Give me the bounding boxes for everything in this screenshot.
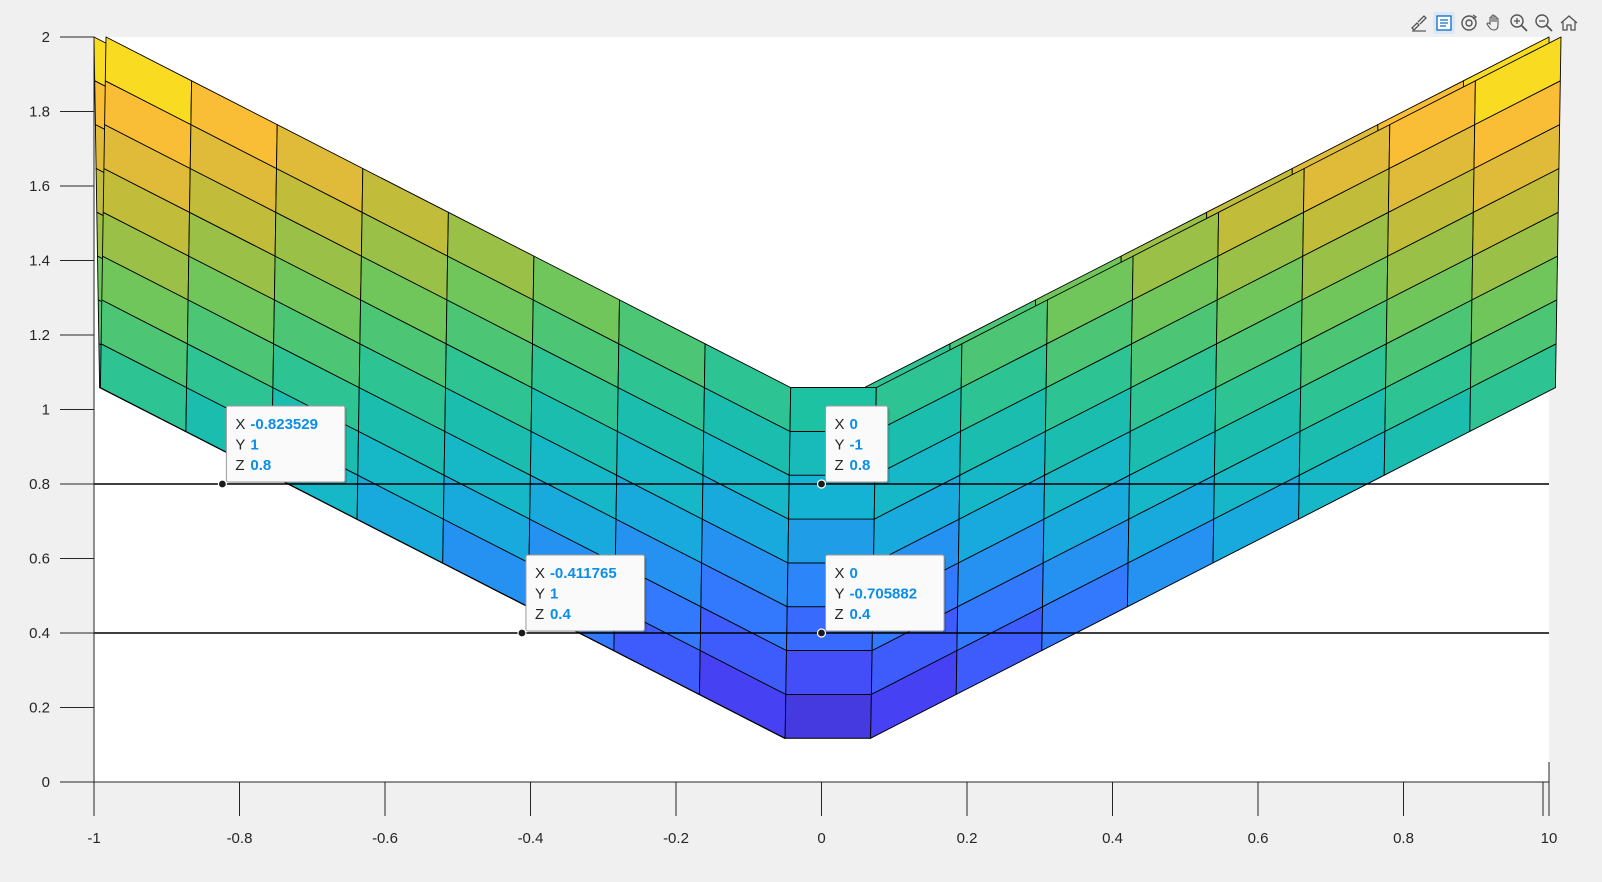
datatip-button[interactable]	[1433, 12, 1455, 34]
datatip-box[interactable]	[525, 554, 646, 632]
zoom-out-button[interactable]	[1533, 12, 1555, 34]
rotate-icon	[1461, 14, 1478, 31]
pan-icon	[1486, 14, 1499, 31]
datatip-axis-label: X	[235, 416, 245, 433]
brush-button[interactable]	[1408, 12, 1430, 34]
datatip-marker[interactable]	[517, 628, 527, 638]
datatip-value: -0.411765	[550, 565, 617, 582]
datatip-axis-label: Y	[835, 437, 845, 454]
x-tick-label: -1	[87, 830, 100, 847]
x-tick-label: 0.6	[1248, 830, 1269, 847]
datatip-axis-label: Y	[235, 437, 245, 454]
zoom-in-icon	[1510, 14, 1528, 32]
x-tick-label: -0.2	[663, 830, 689, 847]
datatip-axis-label: Z	[835, 606, 844, 623]
z-tick-label: 2	[42, 29, 50, 46]
surface-patch	[785, 650, 873, 695]
datatip-value: 0	[850, 565, 858, 582]
datatip-value: 0	[850, 416, 858, 433]
zoom-in-button[interactable]	[1508, 12, 1530, 34]
z-tick-label: 0	[42, 774, 50, 791]
datatip-axis-label: X	[835, 565, 845, 582]
x-tick-label: 0	[817, 830, 825, 847]
x-tick-label: -0.6	[372, 830, 398, 847]
z-tick-label: 1.6	[29, 178, 50, 195]
datatip-box[interactable]	[825, 405, 889, 483]
datatip-axis-label: Z	[835, 457, 844, 474]
x-tick-label: 0.8	[1393, 830, 1414, 847]
datatip[interactable]: X -0.411765 Y 1Z 0.4	[517, 554, 647, 638]
z-tick-label: 1.8	[29, 104, 50, 121]
x-tick-label: 10	[1541, 830, 1558, 847]
z-tick-label: 0.4	[29, 625, 50, 642]
datatip-value: 0.8	[250, 457, 271, 474]
datatip-axis-label: X	[535, 565, 545, 582]
datatip-value: 0.8	[850, 457, 871, 474]
datatip-marker[interactable]	[217, 479, 227, 489]
z-tick-label: 1.4	[29, 253, 50, 270]
datatip-axis-label: Z	[535, 606, 544, 623]
datatip-value: 0.4	[850, 606, 872, 623]
datatip-value: 0.4	[550, 606, 572, 623]
datatip-axis-label: Y	[835, 586, 845, 603]
home-icon	[1560, 15, 1578, 31]
z-axis-ticks: 0 0.2 0.4 0.6 0.8 1 1.2 1.4 1.6 1.8 2	[29, 29, 94, 791]
datatip-icon	[1436, 15, 1452, 31]
datatip-axis-label: X	[835, 416, 845, 433]
x-axis-ticks: -1 -0.8 -0.6 -0.4 -0.2 0 0.2 0.4 0.6 0.8 10	[87, 782, 1557, 847]
pan-button[interactable]	[1483, 12, 1505, 34]
surface-patches	[93, 36, 1562, 739]
home-button[interactable]	[1558, 12, 1580, 34]
datatip-marker[interactable]	[816, 479, 827, 489]
z-tick-label: 0.8	[29, 476, 50, 493]
datatip[interactable]: X 0Y -0.705882 Z 0.4	[816, 554, 947, 638]
x-tick-label: -0.4	[518, 830, 544, 847]
x-tick-label: 0.2	[957, 830, 978, 847]
rotate-button[interactable]	[1458, 12, 1480, 34]
datatip-box[interactable]	[825, 554, 945, 632]
zoom-out-icon	[1535, 14, 1553, 32]
datatip-axis-label: Z	[235, 457, 244, 474]
surface-patch	[1474, 36, 1562, 126]
datatip-axis-label: Y	[535, 586, 545, 603]
x-tick-label: 0.4	[1102, 830, 1123, 847]
z-tick-label: 0.2	[29, 700, 50, 717]
z-tick-label: 1	[42, 402, 50, 419]
datatip-box[interactable]	[225, 405, 346, 483]
axes-toolbar	[1408, 12, 1580, 34]
datatip-value: 1	[550, 586, 558, 603]
datatip[interactable]: X -0.823529 Y 1Z 0.8	[217, 405, 347, 489]
datatip-value: 1	[250, 437, 258, 454]
brush-icon	[1411, 15, 1427, 32]
datatip-value: -0.823529	[250, 416, 318, 433]
z-tick-label: 1.2	[29, 327, 50, 344]
datatip-marker[interactable]	[816, 628, 827, 638]
z-tick-label: 0.6	[29, 551, 50, 568]
x-tick-label: -0.8	[227, 830, 253, 847]
datatip[interactable]: X 0Y -1 Z 0.8	[816, 405, 890, 489]
surface-patch	[784, 693, 872, 739]
datatip-value: -0.705882	[850, 586, 918, 603]
datatip-value: -1	[850, 437, 863, 454]
